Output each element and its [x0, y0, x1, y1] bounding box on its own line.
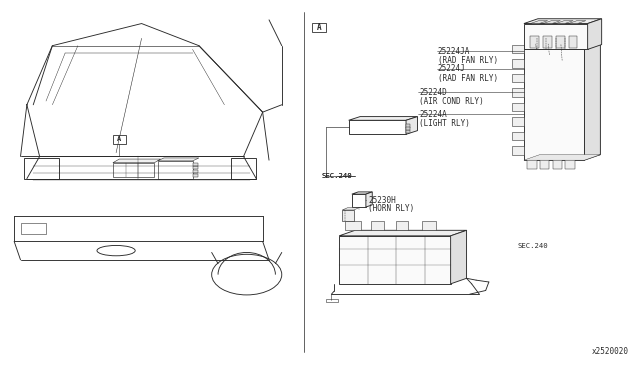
- Polygon shape: [366, 192, 372, 207]
- Bar: [540, 160, 549, 169]
- Text: (RAD FAN RLY): (RAD FAN RLY): [438, 56, 498, 65]
- Bar: [513, 132, 524, 140]
- Polygon shape: [531, 21, 548, 23]
- Text: 25224D: 25224D: [419, 88, 447, 97]
- Bar: [513, 103, 524, 111]
- Bar: [513, 147, 524, 155]
- Polygon shape: [584, 44, 600, 160]
- Text: SEC.240: SEC.240: [321, 173, 352, 179]
- Bar: [524, 23, 588, 49]
- Bar: [552, 160, 562, 169]
- Bar: [20, 223, 46, 234]
- Bar: [406, 126, 410, 130]
- Bar: [396, 221, 408, 230]
- Bar: [543, 36, 552, 48]
- Polygon shape: [524, 155, 600, 160]
- Bar: [422, 221, 436, 230]
- Text: A: A: [117, 137, 122, 142]
- Polygon shape: [556, 21, 573, 23]
- Polygon shape: [588, 19, 602, 49]
- Bar: [193, 174, 198, 177]
- Polygon shape: [568, 21, 586, 23]
- Bar: [513, 118, 524, 126]
- Polygon shape: [546, 45, 569, 49]
- Polygon shape: [406, 116, 417, 134]
- Bar: [406, 124, 410, 128]
- Bar: [342, 210, 354, 221]
- Polygon shape: [113, 159, 161, 163]
- Bar: [312, 23, 326, 32]
- Polygon shape: [157, 158, 199, 161]
- Bar: [556, 36, 564, 48]
- Text: 25224JA: 25224JA: [438, 47, 470, 56]
- Bar: [371, 221, 384, 230]
- Polygon shape: [540, 44, 600, 155]
- Text: (AIR COND RLY): (AIR COND RLY): [419, 97, 484, 106]
- Bar: [527, 160, 537, 169]
- Polygon shape: [349, 116, 417, 120]
- Bar: [231, 158, 256, 179]
- Bar: [157, 161, 193, 179]
- Polygon shape: [339, 230, 467, 236]
- Bar: [193, 163, 198, 166]
- Text: 25224A: 25224A: [419, 109, 447, 119]
- Text: 25230H: 25230H: [369, 196, 396, 205]
- Text: (HORN RLY): (HORN RLY): [369, 204, 415, 214]
- Text: SEC.240: SEC.240: [518, 243, 548, 249]
- Bar: [113, 135, 125, 144]
- Bar: [565, 160, 575, 169]
- Text: x2520020: x2520020: [592, 347, 629, 356]
- Bar: [346, 221, 362, 230]
- Bar: [513, 45, 524, 53]
- Polygon shape: [531, 45, 553, 49]
- Polygon shape: [524, 44, 600, 49]
- Bar: [24, 158, 59, 179]
- Bar: [406, 129, 410, 133]
- Bar: [339, 236, 451, 284]
- Bar: [513, 60, 524, 68]
- Polygon shape: [562, 45, 585, 49]
- Polygon shape: [352, 192, 372, 194]
- Bar: [326, 299, 338, 302]
- Bar: [524, 49, 584, 160]
- Bar: [349, 120, 406, 134]
- Bar: [531, 36, 540, 48]
- Text: SEC.240: SEC.240: [321, 173, 352, 179]
- Bar: [193, 166, 198, 169]
- Bar: [352, 194, 366, 207]
- Polygon shape: [524, 19, 602, 23]
- Text: (LIGHT RLY): (LIGHT RLY): [419, 119, 470, 128]
- Bar: [513, 89, 524, 97]
- Polygon shape: [342, 208, 359, 210]
- Polygon shape: [451, 230, 467, 284]
- Bar: [513, 74, 524, 82]
- Bar: [113, 163, 154, 177]
- Bar: [193, 170, 198, 173]
- Bar: [568, 36, 577, 48]
- Text: 25224J: 25224J: [438, 64, 466, 73]
- Polygon shape: [543, 21, 561, 23]
- Text: A: A: [317, 23, 322, 32]
- Text: (RAD FAN RLY): (RAD FAN RLY): [438, 74, 498, 83]
